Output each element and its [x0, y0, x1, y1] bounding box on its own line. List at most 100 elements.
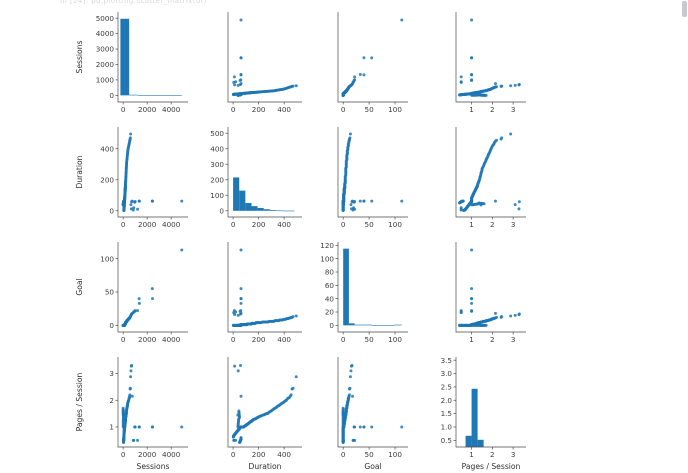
scatter-point	[351, 438, 355, 442]
scatter-point	[513, 83, 517, 87]
y-tick-label: 100	[100, 254, 114, 263]
scatter-point	[509, 314, 513, 318]
scatter-point	[129, 375, 133, 379]
histogram-bar	[383, 325, 389, 326]
histogram-bar	[263, 209, 270, 211]
y-tick-label: 120	[320, 241, 334, 250]
panel-1-2: 0 50 100	[337, 127, 408, 229]
scatter-point	[484, 323, 488, 327]
x-tick-label: 2	[490, 335, 495, 344]
panel-1-3: 1 2 3	[455, 127, 526, 229]
histogram-bar	[155, 95, 165, 96]
scatter-point	[517, 207, 521, 211]
panel-content	[121, 248, 184, 327]
scatter-point	[133, 200, 137, 204]
x-tick-label: 2000	[138, 220, 157, 229]
histogram-bar	[484, 450, 490, 453]
scatter-point	[122, 208, 126, 212]
panel-content	[341, 364, 404, 444]
panel-2-2: 0 20 40 60 80 100 120 0 50 100	[320, 241, 408, 344]
y-axis-title-duration: Duration	[75, 155, 84, 188]
scatter-point	[237, 409, 241, 413]
y-tick-label: 60	[325, 281, 335, 290]
scatter-point	[458, 93, 462, 97]
scatter-point	[458, 201, 462, 205]
panel-content	[458, 18, 521, 97]
histogram-bar	[471, 388, 478, 447]
axis-spine	[337, 357, 408, 448]
scatter-point	[294, 375, 298, 379]
panel-content	[231, 248, 298, 327]
scatter-point	[347, 387, 351, 391]
scatter-point	[233, 313, 237, 317]
y-tick-label: 1.0	[441, 423, 453, 432]
y-tick-label: 2.5	[441, 383, 452, 392]
scatter-point	[137, 199, 141, 203]
axis-spine	[455, 357, 526, 448]
scatter-point	[517, 83, 521, 87]
vertical-scrollbar[interactable]	[681, 0, 688, 473]
scatter-point	[137, 301, 141, 305]
y-tick-label: 1.5	[441, 409, 452, 418]
scatter-point	[482, 202, 486, 206]
scatter-point	[362, 73, 366, 77]
scatter-point	[349, 203, 353, 207]
panel-2-1: 0 200 400	[227, 242, 302, 344]
y-tick-label: 0	[109, 206, 114, 215]
x-tick-label: 200	[252, 105, 266, 114]
x-tick-label: 3	[511, 105, 516, 114]
y-tick-label: 100	[210, 191, 224, 200]
panel-content	[458, 132, 521, 212]
x-tick-label: 200	[252, 220, 266, 229]
x-tick-label: 0	[341, 220, 346, 229]
scatter-point	[231, 435, 235, 439]
histogram-bar	[388, 325, 395, 326]
scatter-point	[150, 297, 154, 301]
scatter-point	[239, 301, 243, 305]
scatter-point	[509, 132, 513, 136]
x-tick-label: 200	[252, 335, 266, 344]
x-tick-label: 50	[365, 450, 375, 459]
scatter-point	[362, 425, 366, 429]
histogram-bar	[146, 95, 156, 96]
scatter-point	[341, 440, 345, 444]
histogram-bar	[172, 95, 182, 96]
x-tick-label: 50	[365, 105, 375, 114]
scatter-point	[121, 425, 125, 429]
panel-content	[458, 248, 521, 327]
scatter-point	[459, 80, 463, 84]
scatter-point	[341, 406, 345, 410]
y-tick-label: 100	[320, 254, 334, 263]
axis-spine	[117, 242, 188, 333]
x-tick-label: 200	[252, 450, 266, 459]
scatter-point	[239, 297, 243, 301]
scatter-point	[137, 297, 141, 301]
axis-spine	[455, 12, 526, 103]
y-tick-label: 40	[325, 294, 335, 303]
scatter-point	[370, 199, 374, 203]
scatter-point	[132, 206, 136, 210]
x-tick-label: 3	[511, 335, 516, 344]
scatter-point	[130, 394, 134, 398]
histogram-bar	[282, 210, 289, 212]
histogram-bar	[354, 324, 361, 326]
scatter-point	[470, 309, 474, 313]
scatter-point	[400, 425, 404, 429]
scatter-point	[470, 18, 474, 22]
scatter-point	[150, 425, 154, 429]
scatter-point	[180, 199, 184, 203]
x-tick-label: 4000	[162, 220, 181, 229]
x-axis-title-sessions: Sessions	[137, 462, 170, 471]
scatter-point	[236, 93, 240, 97]
x-tick-label: 1	[469, 335, 474, 344]
y-tick-label: 0	[109, 91, 114, 100]
scatter-point	[232, 80, 236, 84]
scatter-point	[350, 200, 354, 204]
x-tick-label: 0	[341, 105, 346, 114]
scrollbar-thumb[interactable]	[682, 1, 687, 17]
scatter-point	[348, 132, 352, 136]
scatter-point	[239, 394, 243, 398]
x-tick-label: 0	[121, 220, 126, 229]
histogram-bar	[257, 208, 264, 211]
scatter-point	[239, 364, 243, 368]
